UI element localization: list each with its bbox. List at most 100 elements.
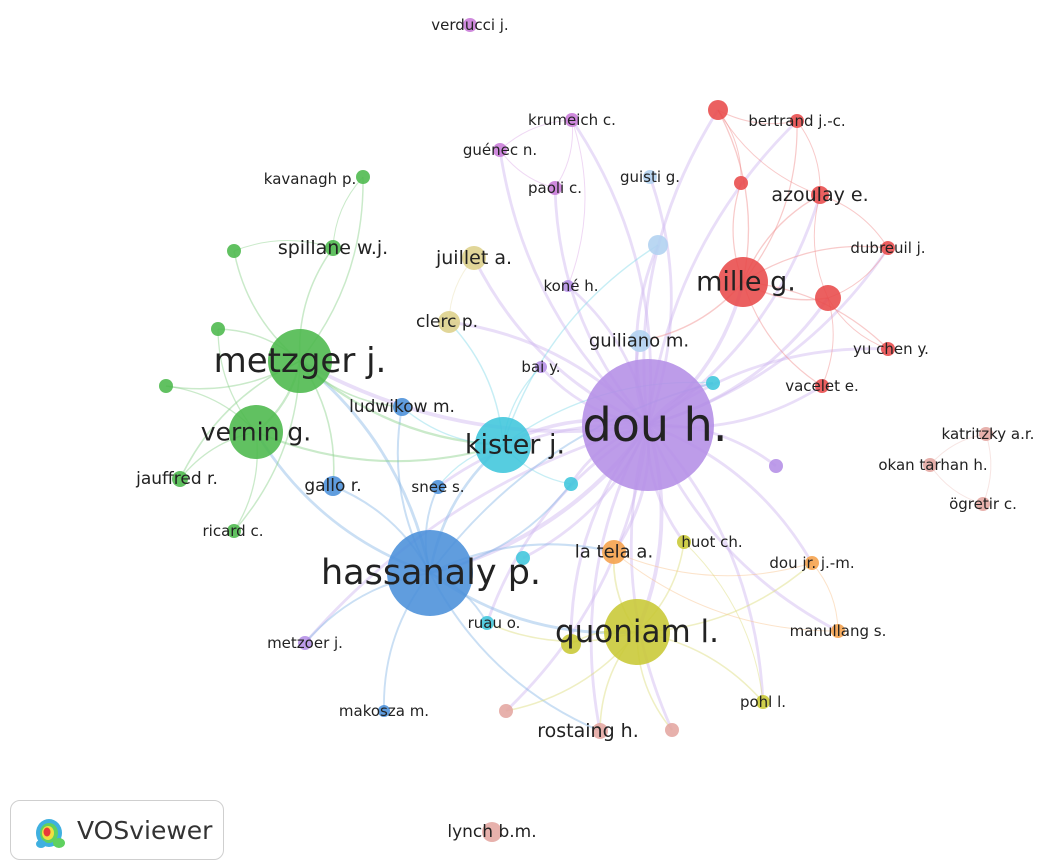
node-ogretir[interactable] <box>976 497 990 511</box>
node-label-ruau[interactable]: ruau o. <box>468 614 521 632</box>
node-label-rostaing[interactable]: rostaing h. <box>537 720 639 742</box>
node-ludwikow[interactable] <box>393 398 411 416</box>
node-mille[interactable] <box>718 257 768 307</box>
node-label-dou[interactable]: dou h. <box>583 398 728 452</box>
node-dou[interactable] <box>582 359 714 491</box>
node-label-guiliano[interactable]: guiliano m. <box>589 331 689 352</box>
node-clerc[interactable] <box>438 311 460 333</box>
node-bertrand[interactable] <box>790 114 804 128</box>
node-spillane[interactable] <box>325 240 341 256</box>
node-u_red1[interactable] <box>708 100 728 120</box>
node-label-paoli[interactable]: paoli c. <box>528 179 582 197</box>
node-label-jauffred[interactable]: jauffred r. <box>135 469 218 489</box>
node-u_g1[interactable] <box>227 244 241 258</box>
node-okan[interactable] <box>923 458 937 472</box>
node-u_p2[interactable] <box>665 723 679 737</box>
node-label-juillet[interactable]: juillet a. <box>435 247 512 269</box>
node-label-clerc[interactable]: clerc p. <box>416 312 478 332</box>
node-label-manullang[interactable]: manullang s. <box>790 622 887 640</box>
node-kone[interactable] <box>562 280 574 292</box>
node-paoli[interactable] <box>548 181 562 195</box>
node-vacelet[interactable] <box>815 379 829 393</box>
node-u_red3[interactable] <box>815 285 841 311</box>
node-bai[interactable] <box>535 361 547 373</box>
node-metzger[interactable] <box>268 329 332 393</box>
node-yuchen[interactable] <box>881 342 895 356</box>
node-label-gallo[interactable]: gallo r. <box>304 476 361 496</box>
node-label-makosza[interactable]: makosza m. <box>339 702 429 720</box>
node-label-krumeich[interactable]: krumeich c. <box>528 111 616 129</box>
node-u_g2[interactable] <box>211 322 225 336</box>
node-label-huot[interactable]: huot ch. <box>681 533 742 551</box>
node-juillet[interactable] <box>462 246 486 270</box>
node-hassanaly[interactable] <box>387 530 473 616</box>
node-label-bertrand[interactable]: bertrand j.-c. <box>748 112 845 130</box>
node-label-kavanagh[interactable]: kavanagh p. <box>264 170 356 188</box>
node-label-hassanaly[interactable]: hassanaly p. <box>321 553 541 593</box>
node-ricard[interactable] <box>227 524 241 538</box>
node-makosza[interactable] <box>378 705 390 717</box>
node-quoniam[interactable] <box>604 599 670 665</box>
node-lynch[interactable] <box>482 822 502 842</box>
node-u_y1[interactable] <box>561 634 581 654</box>
node-u_g3[interactable] <box>159 379 173 393</box>
node-krumeich[interactable] <box>565 113 579 127</box>
node-katritzky[interactable] <box>979 427 993 441</box>
node-label-katritzky[interactable]: katritzky a.r. <box>942 425 1035 443</box>
node-label-vernin[interactable]: vernin g. <box>201 418 311 447</box>
node-label-okan[interactable]: okan tarhan h. <box>878 456 987 474</box>
node-label-kone[interactable]: koné h. <box>543 277 598 295</box>
node-rostaing[interactable] <box>592 723 608 739</box>
node-latela[interactable] <box>602 540 626 564</box>
node-dubreuil[interactable] <box>881 241 895 255</box>
node-azoulay[interactable] <box>811 186 829 204</box>
node-u_p1[interactable] <box>499 704 513 718</box>
node-label-mille[interactable]: mille g. <box>696 267 796 298</box>
node-jauffred[interactable] <box>172 471 188 487</box>
node-label-bai[interactable]: bai y. <box>521 358 560 376</box>
node-label-yuchen[interactable]: yu chen y. <box>853 340 929 358</box>
node-label-quoniam[interactable]: quoniam l. <box>555 614 719 650</box>
node-label-doujr[interactable]: dou jr. j.-m. <box>769 554 854 572</box>
node-metzoer[interactable] <box>298 636 312 650</box>
node-label-ricard[interactable]: ricard c. <box>203 522 264 540</box>
node-u_cy2[interactable] <box>564 477 578 491</box>
node-guiliano[interactable] <box>629 330 651 352</box>
node-label-kister[interactable]: kister j. <box>465 430 565 461</box>
node-kavanagh[interactable] <box>356 170 370 184</box>
node-kister[interactable] <box>475 417 531 473</box>
node-label-ogretir[interactable]: ögretir c. <box>949 495 1017 513</box>
node-label-verducci[interactable]: verducci j. <box>431 16 508 34</box>
node-vernin[interactable] <box>229 405 283 459</box>
node-label-azoulay[interactable]: azoulay e. <box>771 184 868 206</box>
node-label-ludwikow[interactable]: ludwikow m. <box>349 397 455 417</box>
node-ruau[interactable] <box>480 616 494 630</box>
node-label-snee[interactable]: snee s. <box>411 478 464 496</box>
node-pohl[interactable] <box>756 695 770 709</box>
node-huot[interactable] <box>677 535 691 549</box>
node-label-metzoer[interactable]: metzoer j. <box>267 634 343 652</box>
node-gallo[interactable] <box>323 476 343 496</box>
node-u_red2[interactable] <box>734 176 748 190</box>
node-label-dubreuil[interactable]: dubreuil j. <box>850 239 925 257</box>
vosviewer-badge[interactable]: VOSviewer <box>10 800 224 860</box>
node-label-vacelet[interactable]: vacelet e. <box>785 377 859 395</box>
node-doujr[interactable] <box>805 556 819 570</box>
node-guisti[interactable] <box>643 170 657 184</box>
node-u_cy3[interactable] <box>516 551 530 565</box>
node-label-metzger[interactable]: metzger j. <box>214 341 387 381</box>
node-label-spillane[interactable]: spillane w.j. <box>278 237 388 259</box>
node-u_lb1[interactable] <box>648 235 668 255</box>
node-guenec[interactable] <box>493 143 507 157</box>
node-manullang[interactable] <box>831 624 845 638</box>
node-label-pohl[interactable]: pohl l. <box>740 693 786 711</box>
node-label-lynch[interactable]: lynch b.m. <box>447 822 536 842</box>
node-u_pu1[interactable] <box>769 459 783 473</box>
node-label-latela[interactable]: la tela a. <box>575 542 653 563</box>
node-snee[interactable] <box>431 480 445 494</box>
node-u_cy1[interactable] <box>706 376 720 390</box>
node-label-guisti[interactable]: guisti g. <box>620 168 680 186</box>
node-verducci[interactable] <box>463 18 477 32</box>
node-label-guenec[interactable]: guénec n. <box>463 141 537 159</box>
